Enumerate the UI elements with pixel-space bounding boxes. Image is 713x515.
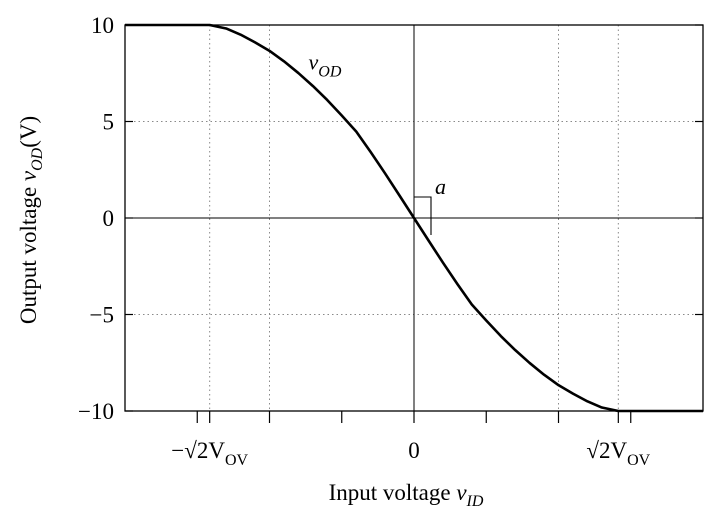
y-tick-label: 5: [103, 110, 115, 135]
x-axis-label: Input voltage vID: [329, 480, 484, 510]
slope-marker: [414, 196, 432, 235]
x-tick-label: −√2VOV: [171, 438, 248, 469]
y-tick-labels: 10 5 0 −5 −10: [78, 13, 114, 424]
y-axis-label: Output voltage vOD(V): [16, 116, 46, 324]
y-tick-label: 0: [103, 206, 115, 231]
series-line-vod: [125, 23, 703, 413]
y-tick-label: −5: [90, 303, 114, 328]
y-tick-label: 10: [91, 13, 114, 38]
slope-label: a: [435, 174, 446, 199]
x-tick-label: √2VOV: [586, 438, 650, 469]
x-tick-label: 0: [408, 438, 420, 463]
ticks: [125, 24, 703, 423]
y-tick-label: −10: [78, 399, 114, 424]
series-label: vOD: [309, 49, 342, 80]
x-tick-labels: −√2VOV 0 √2VOV: [171, 438, 650, 469]
